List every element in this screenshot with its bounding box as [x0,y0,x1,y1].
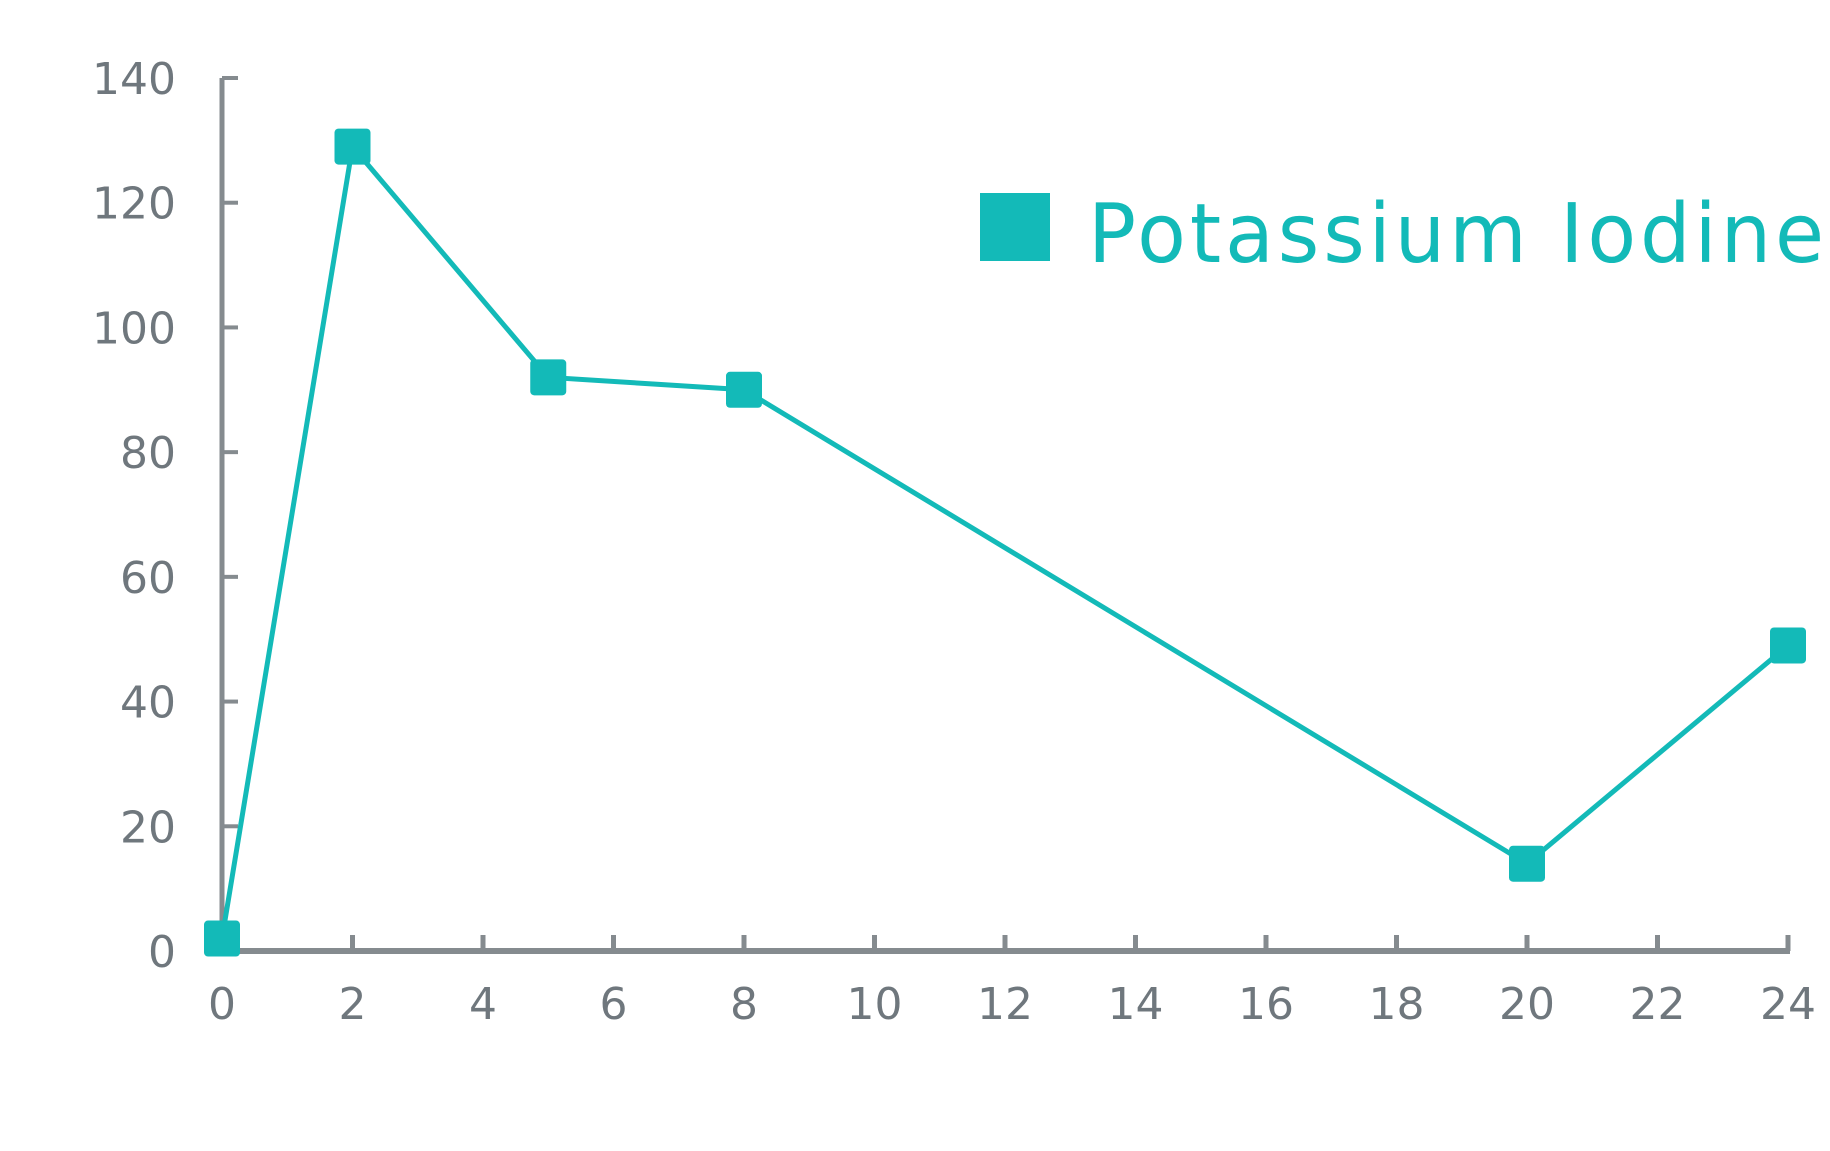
y-tick-label: 80 [120,428,176,479]
x-tick-label: 14 [1108,979,1164,1030]
x-tick-label: 8 [730,979,758,1030]
x-tick-label: 2 [339,979,367,1030]
x-tick-label: 10 [847,979,903,1030]
data-point [1770,627,1806,664]
legend: Potassium Iodine [980,187,1828,282]
x-tick-label: 22 [1630,979,1686,1030]
y-tick-label: 140 [92,54,176,105]
x-tick-label: 0 [208,979,236,1030]
y-tick-label: 60 [120,553,176,604]
series-line [219,144,1790,939]
y-tick-label: 100 [92,303,176,354]
y-tick-label: 120 [92,179,176,230]
y-tick-label: 40 [120,678,176,729]
y-tick-label: 0 [148,927,176,978]
data-point [334,128,371,165]
x-tick-label: 16 [1238,979,1294,1030]
x-tick-label: 6 [600,979,628,1030]
legend-label: Potassium Iodine [1088,187,1828,282]
x-tick-label: 18 [1369,979,1425,1030]
data-point [204,920,240,957]
series-group [204,128,1806,957]
legend-swatch [980,193,1050,261]
data-point [1509,845,1545,882]
axes [219,76,1791,955]
data-point [530,359,567,396]
data-point [726,371,762,408]
x-tick-label: 4 [469,979,497,1030]
x-tick-label: 12 [977,979,1033,1030]
x-tick-label: 20 [1499,979,1555,1030]
x-tick-label: 24 [1760,979,1816,1030]
y-tick-label: 20 [120,802,176,853]
